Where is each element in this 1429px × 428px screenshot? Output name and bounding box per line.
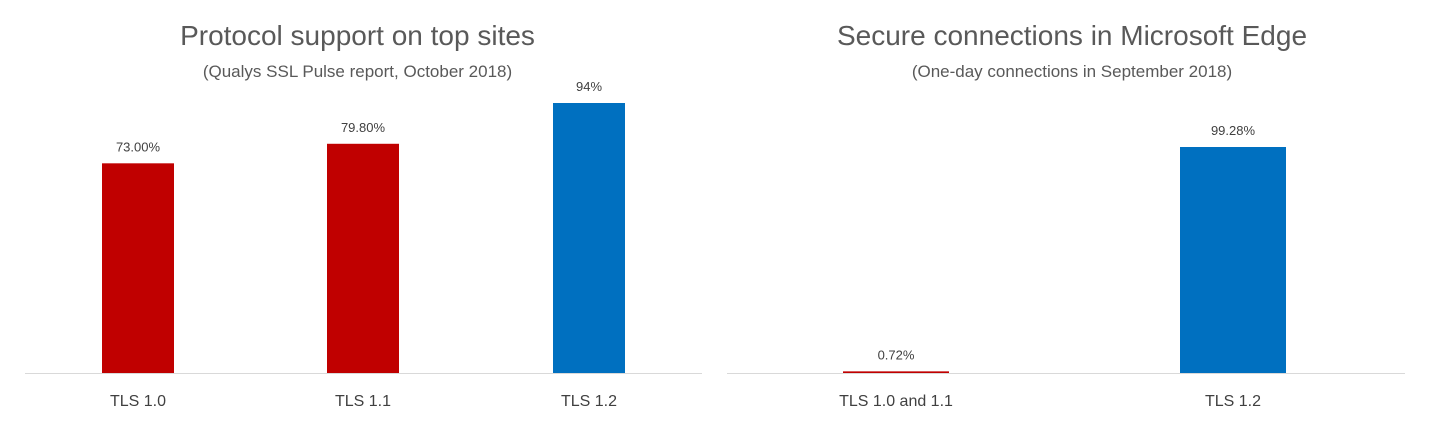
chart-subtitle: (One-day connections in September 2018) xyxy=(911,62,1233,81)
x-tick-label: TLS 1.0 xyxy=(110,393,166,410)
x-tick-label: TLS 1.1 xyxy=(335,393,391,410)
x-tick-label: TLS 1.2 xyxy=(1205,393,1261,410)
chart-title: Secure connections in Microsoft Edge xyxy=(836,20,1308,51)
chart-plot-area: 0.72% TLS 1.0 and 1.1 99.28% TLS 1.2 xyxy=(727,123,1405,410)
chart-protocol-support: Protocol support on top sites (Qualys SS… xyxy=(25,20,702,410)
data-label: 73.00% xyxy=(116,139,161,154)
data-label: 79.80% xyxy=(341,120,386,135)
data-label: 99.28% xyxy=(1211,123,1256,138)
bar xyxy=(102,163,174,373)
data-label: 0.72% xyxy=(878,347,915,362)
x-tick-label: TLS 1.2 xyxy=(561,393,617,410)
chart-plot-area: 73.00% TLS 1.0 79.80% TLS 1.1 94% TLS 1.2 xyxy=(25,79,702,410)
bar xyxy=(327,143,399,373)
chart-secure-connections: Secure connections in Microsoft Edge (On… xyxy=(715,0,1429,428)
bar xyxy=(843,371,949,373)
data-label: 94% xyxy=(576,79,602,94)
bar xyxy=(553,103,625,373)
bar xyxy=(1180,147,1286,373)
chart-title: Protocol support on top sites xyxy=(180,20,535,51)
chart-subtitle: (Qualys SSL Pulse report, October 2018) xyxy=(202,62,513,81)
x-tick-label: TLS 1.0 and 1.1 xyxy=(839,393,953,410)
